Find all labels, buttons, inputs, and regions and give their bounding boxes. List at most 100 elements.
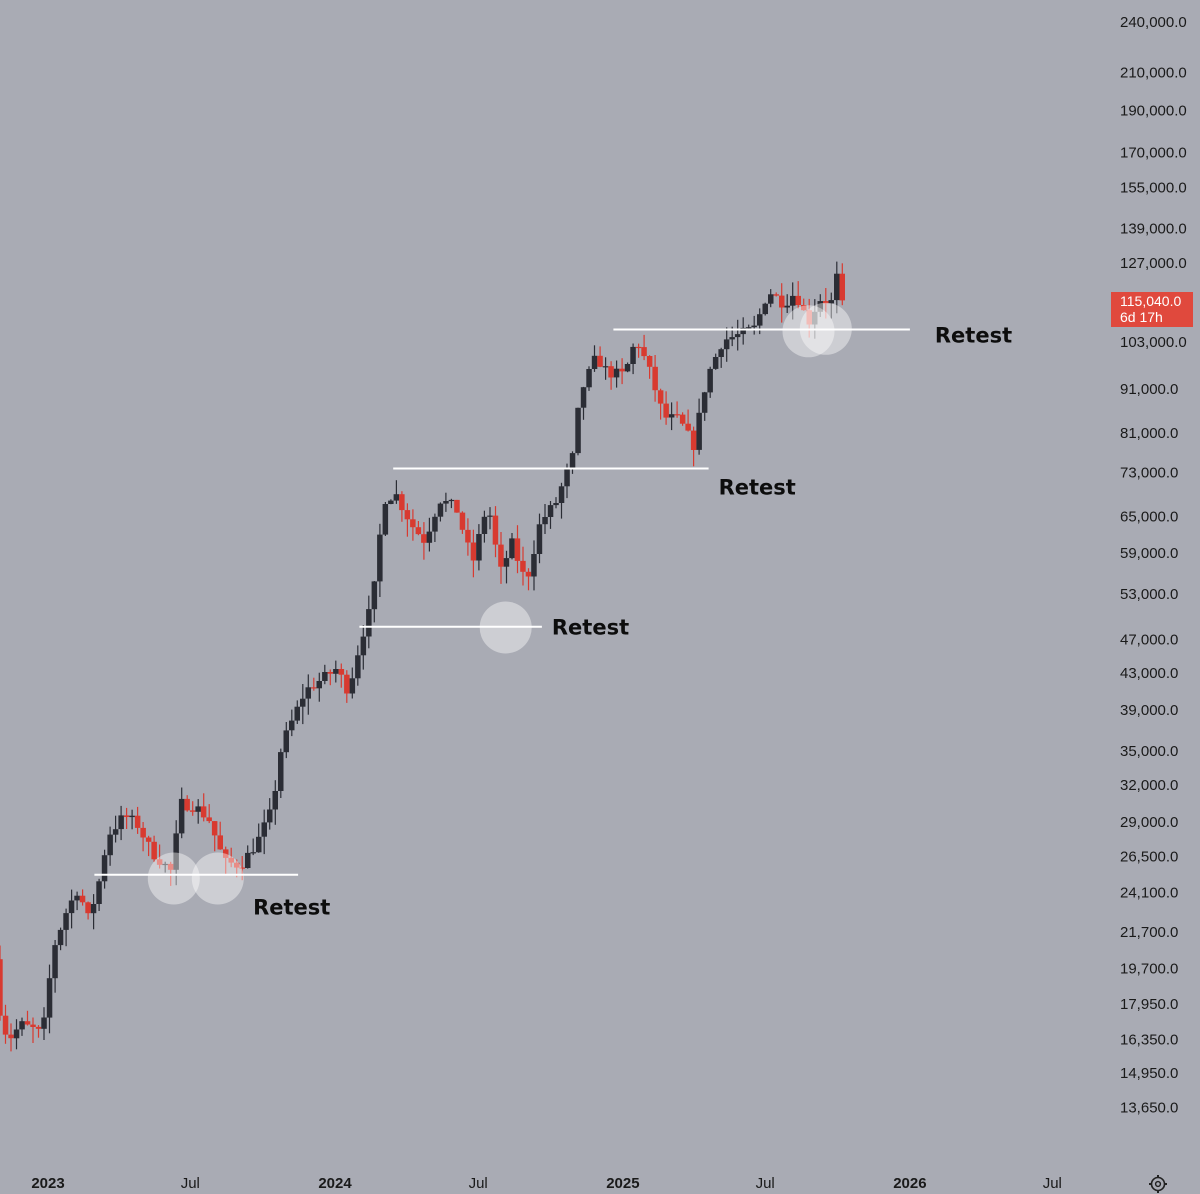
candle-body <box>68 900 75 914</box>
candle-body <box>316 681 322 689</box>
last-price-badge-bg <box>1111 292 1193 327</box>
candle-body <box>107 834 113 856</box>
candle-body <box>707 368 713 393</box>
candle-body <box>558 486 565 503</box>
y-tick-label: 81,000.0 <box>1120 425 1178 442</box>
candle-body <box>630 346 636 364</box>
candle-body <box>349 678 356 694</box>
candle-body <box>256 836 262 853</box>
candle-body <box>167 863 174 870</box>
candle-body <box>173 833 179 870</box>
y-tick-label: 24,100.0 <box>1120 884 1178 901</box>
candle-body <box>575 407 581 454</box>
candle-body <box>801 305 807 311</box>
candle-body <box>322 672 328 681</box>
candle-body <box>2 1015 9 1035</box>
candle-body <box>723 339 730 350</box>
candle-body <box>426 531 433 543</box>
settings-gear-icon[interactable] <box>1149 1175 1167 1193</box>
candle-body <box>790 295 796 306</box>
y-tick-label: 21,700.0 <box>1120 924 1178 941</box>
candle-body <box>200 806 207 818</box>
candle-body <box>751 325 757 328</box>
candle-body <box>377 534 383 582</box>
candle-body <box>542 517 548 525</box>
y-tick-label: 103,000.0 <box>1120 334 1187 351</box>
last-price-countdown: 6d 17h <box>1120 309 1163 325</box>
candle-body <box>454 499 460 513</box>
candle-body <box>123 815 130 817</box>
candle-body <box>360 636 367 656</box>
candle-body <box>234 862 240 868</box>
y-tick-label: 19,700.0 <box>1120 961 1178 978</box>
candle-body <box>261 822 267 837</box>
candle-body <box>503 558 510 567</box>
candle-body <box>366 609 372 637</box>
candle-body <box>624 364 631 372</box>
candle-body <box>729 337 735 340</box>
x-tick-label: 2026 <box>893 1175 926 1192</box>
candle-body <box>96 881 102 904</box>
candle-body <box>806 310 812 325</box>
candle-body <box>839 273 845 301</box>
candle-body <box>696 412 702 450</box>
candle-body <box>514 538 521 561</box>
candle-body <box>745 327 752 329</box>
y-tick-label: 59,000.0 <box>1120 545 1178 562</box>
candle-body <box>569 453 576 469</box>
candle-body <box>784 305 790 308</box>
candle-body <box>311 687 317 689</box>
candle-body <box>184 798 190 811</box>
levels-layer: Retest Retest Retest Retest <box>94 324 1012 920</box>
candle-body <box>404 510 411 520</box>
candle-body <box>547 505 554 517</box>
candle-body <box>779 295 785 308</box>
retest-circles-layer <box>147 302 852 905</box>
x-tick-label: 2025 <box>606 1175 639 1192</box>
y-tick-label: 190,000.0 <box>1120 102 1187 119</box>
candle-body <box>41 1017 47 1029</box>
candle-body <box>757 314 763 326</box>
candle-body <box>663 403 669 418</box>
retest-circle-marker <box>782 305 835 358</box>
candle-body <box>685 423 691 431</box>
candle-body <box>90 904 97 914</box>
candle-body <box>52 945 58 979</box>
candle-body <box>272 791 278 810</box>
candle-body <box>140 827 146 838</box>
candle-body <box>734 334 741 338</box>
candle-body <box>828 300 834 304</box>
candle-body <box>228 857 234 863</box>
candle-body <box>305 687 311 699</box>
candle-body <box>19 1021 25 1030</box>
candle-body <box>134 815 141 828</box>
candle-body <box>740 327 746 335</box>
candle-body <box>0 959 3 1016</box>
y-tick-label: 14,950.0 <box>1120 1065 1178 1082</box>
candle-body <box>74 895 80 901</box>
y-tick-label: 39,000.0 <box>1120 702 1178 719</box>
candle-body <box>580 387 587 408</box>
price-axis[interactable]: 240,000.0 210,000.0 190,000.0 170,000.0 155,… <box>1120 14 1187 1117</box>
x-tick-label: 2024 <box>318 1175 352 1192</box>
candle-body <box>476 534 482 561</box>
candle-body <box>608 366 614 378</box>
candle-body <box>57 929 64 946</box>
y-tick-label: 170,000.0 <box>1120 144 1187 161</box>
x-tick-label: 2023 <box>31 1175 64 1192</box>
candle-body <box>289 720 295 731</box>
x-tick-label: Jul <box>181 1175 200 1192</box>
y-tick-label: 13,650.0 <box>1120 1100 1178 1117</box>
candle-body <box>327 672 334 674</box>
retest-circle-marker <box>799 302 852 355</box>
candle-body <box>63 913 69 930</box>
candle-body <box>300 698 306 707</box>
time-axis[interactable]: 2023 Jul 2024 Jul 2025 Jul 2026 Jul <box>31 1175 1062 1192</box>
candle-body <box>267 809 273 823</box>
candle-body <box>415 527 422 535</box>
candle-body <box>283 730 289 753</box>
y-tick-label: 127,000.0 <box>1120 255 1187 272</box>
x-tick-label: Jul <box>1043 1175 1062 1192</box>
y-tick-label: 35,000.0 <box>1120 743 1178 760</box>
